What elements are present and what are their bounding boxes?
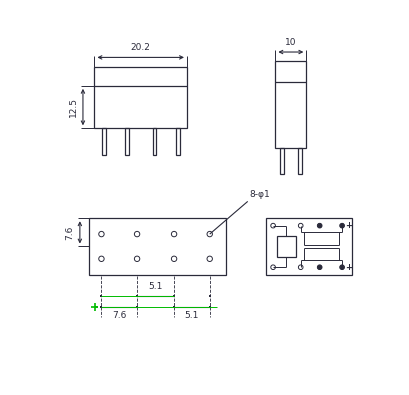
Bar xyxy=(298,147,302,175)
Text: 7.6: 7.6 xyxy=(65,225,74,240)
Circle shape xyxy=(340,265,344,269)
Bar xyxy=(173,306,175,308)
Bar xyxy=(102,128,106,155)
Circle shape xyxy=(318,224,321,228)
Bar xyxy=(209,306,211,308)
Bar xyxy=(275,61,306,147)
Bar xyxy=(280,147,283,175)
Text: 8-φ1: 8-φ1 xyxy=(249,190,270,199)
Bar xyxy=(209,295,211,297)
Circle shape xyxy=(318,265,321,269)
Bar xyxy=(276,236,297,257)
Bar xyxy=(266,218,353,275)
Bar xyxy=(153,128,157,155)
Circle shape xyxy=(340,224,344,228)
Bar xyxy=(101,295,102,297)
Bar xyxy=(94,67,187,128)
Text: 7.6: 7.6 xyxy=(112,311,126,320)
Text: +: + xyxy=(345,263,352,272)
Bar xyxy=(125,128,129,155)
Bar xyxy=(89,218,226,275)
Bar xyxy=(136,306,138,308)
Text: +: + xyxy=(345,221,352,230)
Bar xyxy=(136,295,138,297)
Bar xyxy=(101,306,102,308)
Text: 12.5: 12.5 xyxy=(69,97,78,117)
Text: 5.1: 5.1 xyxy=(185,311,199,320)
Text: 5.1: 5.1 xyxy=(148,282,163,292)
Text: 20.2: 20.2 xyxy=(131,43,151,52)
Bar xyxy=(176,128,180,155)
Bar xyxy=(173,295,175,297)
Text: 10: 10 xyxy=(285,38,297,47)
